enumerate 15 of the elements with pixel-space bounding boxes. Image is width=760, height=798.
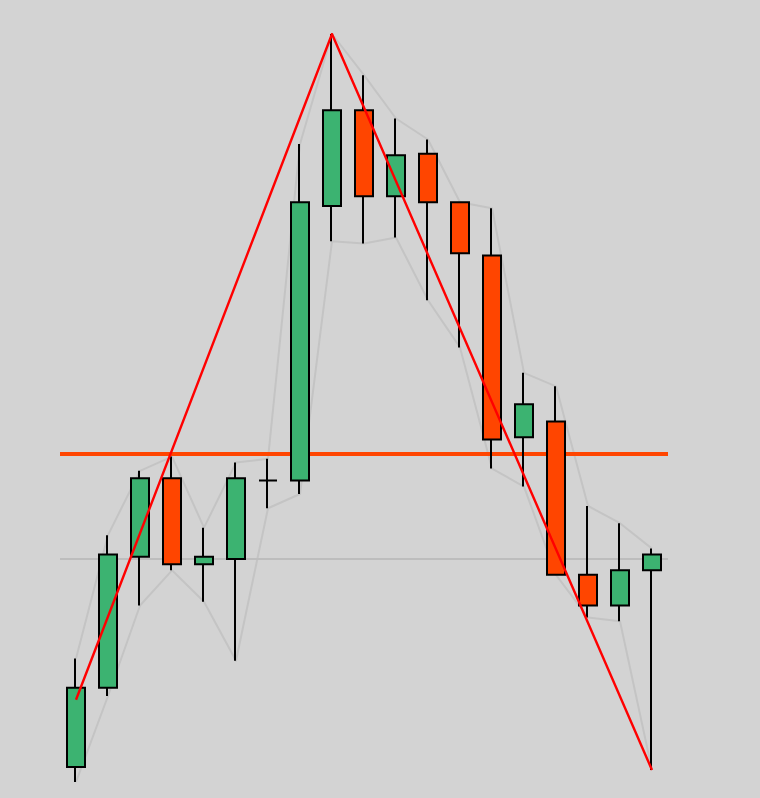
candlestick xyxy=(290,142,310,496)
candlestick xyxy=(514,371,534,488)
candlestick xyxy=(130,469,150,607)
candlestick xyxy=(226,461,246,662)
candlestick xyxy=(194,526,214,603)
candlestick xyxy=(322,33,342,243)
candlestick xyxy=(98,534,118,697)
candlestick xyxy=(642,547,662,772)
candlestick xyxy=(418,138,438,302)
candlestick xyxy=(66,657,86,783)
candlestick xyxy=(258,457,278,510)
candlestick xyxy=(354,74,374,245)
candlestick xyxy=(578,504,598,619)
candlestick xyxy=(450,201,470,349)
candlestick xyxy=(610,522,630,623)
